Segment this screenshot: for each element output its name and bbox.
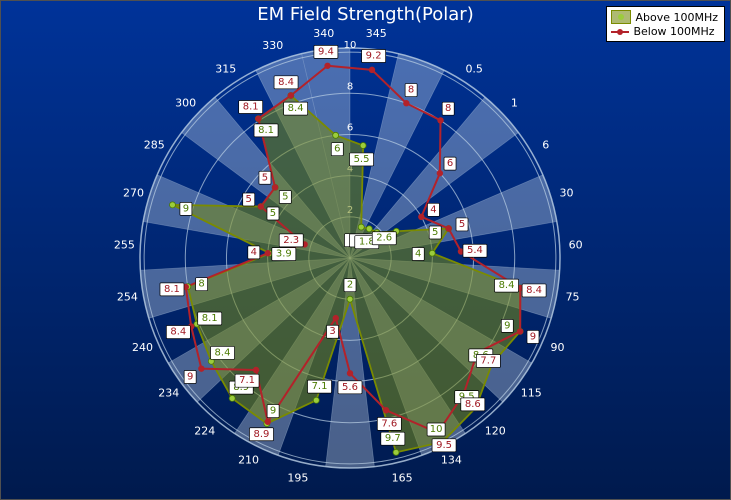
svg-text:330: 330 — [262, 39, 283, 52]
svg-text:8.4: 8.4 — [170, 327, 186, 338]
svg-text:10: 10 — [430, 424, 443, 435]
svg-text:8: 8 — [347, 81, 353, 92]
svg-text:6: 6 — [334, 144, 340, 155]
svg-text:5: 5 — [270, 208, 276, 219]
svg-text:120: 120 — [485, 425, 506, 438]
svg-text:345: 345 — [366, 27, 387, 40]
svg-text:7.6: 7.6 — [381, 418, 397, 429]
svg-text:240: 240 — [132, 341, 153, 354]
svg-text:165: 165 — [392, 471, 413, 484]
svg-text:8.4: 8.4 — [526, 285, 542, 296]
svg-text:8: 8 — [198, 279, 204, 290]
svg-text:1: 1 — [511, 96, 518, 109]
svg-text:3.9: 3.9 — [276, 249, 292, 260]
svg-text:210: 210 — [238, 453, 259, 466]
svg-text:195: 195 — [287, 471, 308, 484]
svg-text:9: 9 — [183, 203, 189, 214]
svg-text:90: 90 — [551, 341, 565, 354]
polar-chart: 2468103403450.51630607590115120134165195… — [0, 0, 731, 500]
svg-text:340: 340 — [313, 27, 334, 40]
chart-container: EM Field Strength(Polar) Above 100MHz Be… — [0, 0, 731, 500]
svg-text:5: 5 — [262, 172, 268, 183]
svg-text:270: 270 — [123, 187, 144, 200]
svg-text:234: 234 — [158, 386, 179, 399]
svg-text:8.4: 8.4 — [215, 347, 231, 358]
svg-text:2.3: 2.3 — [283, 235, 299, 246]
svg-text:7.1: 7.1 — [239, 375, 255, 386]
svg-text:7.7: 7.7 — [480, 356, 496, 367]
svg-text:10: 10 — [344, 40, 357, 51]
svg-text:254: 254 — [117, 291, 138, 304]
svg-text:8: 8 — [445, 103, 451, 114]
svg-text:134: 134 — [441, 453, 462, 466]
svg-text:4: 4 — [430, 204, 436, 215]
svg-text:5: 5 — [246, 194, 252, 205]
svg-text:4: 4 — [415, 249, 421, 260]
svg-text:5.4: 5.4 — [467, 245, 483, 256]
svg-text:5: 5 — [282, 191, 288, 202]
svg-text:8.1: 8.1 — [258, 125, 274, 136]
svg-text:3: 3 — [329, 326, 335, 337]
svg-text:8.1: 8.1 — [202, 313, 218, 324]
svg-text:315: 315 — [215, 63, 236, 76]
svg-text:8.4: 8.4 — [278, 77, 294, 88]
svg-text:4: 4 — [251, 247, 257, 258]
svg-text:9: 9 — [187, 372, 193, 383]
svg-text:2.6: 2.6 — [376, 233, 392, 244]
svg-text:5: 5 — [459, 219, 465, 230]
svg-text:8.1: 8.1 — [243, 101, 259, 112]
svg-text:7.1: 7.1 — [312, 381, 328, 392]
svg-text:8.4: 8.4 — [499, 280, 515, 291]
svg-text:115: 115 — [521, 386, 542, 399]
svg-text:6: 6 — [347, 122, 353, 133]
svg-text:8.1: 8.1 — [164, 284, 180, 295]
svg-text:9.4: 9.4 — [318, 46, 334, 57]
svg-text:8.6: 8.6 — [465, 399, 481, 410]
svg-text:75: 75 — [566, 291, 580, 304]
svg-text:9.5: 9.5 — [436, 440, 452, 451]
svg-text:300: 300 — [175, 96, 196, 109]
svg-text:6: 6 — [447, 158, 453, 169]
svg-text:8: 8 — [408, 85, 414, 96]
svg-text:9.2: 9.2 — [366, 50, 382, 61]
svg-text:9: 9 — [270, 406, 276, 417]
svg-text:9.7: 9.7 — [385, 433, 401, 444]
svg-text:6: 6 — [542, 139, 549, 152]
svg-text:8.9: 8.9 — [254, 429, 270, 440]
svg-text:5.5: 5.5 — [354, 154, 370, 165]
svg-text:30: 30 — [560, 187, 574, 200]
svg-text:9: 9 — [530, 331, 536, 342]
svg-text:60: 60 — [569, 238, 583, 251]
svg-text:5: 5 — [432, 227, 438, 238]
svg-text:255: 255 — [114, 238, 135, 251]
svg-text:224: 224 — [194, 425, 215, 438]
svg-text:9: 9 — [504, 320, 510, 331]
svg-text:285: 285 — [144, 139, 165, 152]
svg-text:0.5: 0.5 — [465, 63, 483, 76]
svg-text:5.6: 5.6 — [342, 382, 358, 393]
svg-text:2: 2 — [347, 280, 353, 291]
svg-text:8.4: 8.4 — [288, 103, 304, 114]
